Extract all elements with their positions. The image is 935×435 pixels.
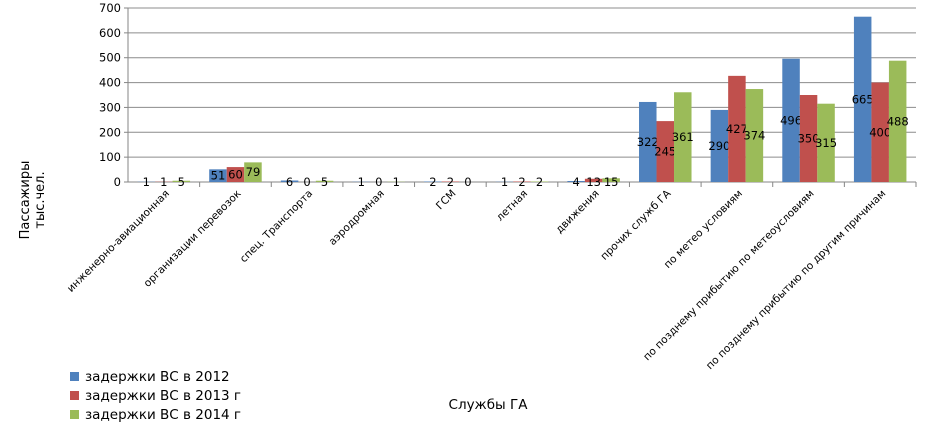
data-label: 427 — [726, 122, 748, 136]
legend: задержки ВС в 2012 задержки ВС в 2013 г … — [70, 367, 241, 424]
x-tick-label: прочих служб ГА — [598, 187, 674, 263]
x-tick-label: летная — [494, 188, 530, 224]
data-label: 1 — [143, 175, 150, 189]
y-tick-label: 0 — [114, 175, 121, 189]
bar — [871, 82, 889, 182]
bar — [209, 169, 227, 182]
y-axis-title: Пассажиры тыс.чел. — [18, 160, 48, 240]
legend-item-2012: задержки ВС в 2012 — [70, 367, 241, 386]
data-label: 51 — [211, 169, 226, 183]
bar — [888, 60, 907, 182]
y-tick-label: 700 — [99, 1, 121, 15]
x-tick-label: по позднему прибытию по метеоусловиям — [641, 188, 816, 363]
legend-item-2014: задержки ВС в 2014 г — [70, 405, 241, 424]
bar — [639, 101, 657, 182]
bar — [817, 103, 835, 182]
data-label: 5 — [321, 175, 328, 189]
data-label: 1 — [501, 175, 508, 189]
data-label: 6 — [286, 175, 293, 189]
data-label: 322 — [637, 135, 659, 149]
y-tick-label: 100 — [99, 150, 121, 164]
x-axis-title: Службы ГА — [448, 397, 528, 413]
data-label: 1 — [393, 175, 400, 189]
data-label: 665 — [852, 92, 874, 106]
bar — [315, 180, 334, 182]
y-tick-label: 400 — [99, 76, 121, 90]
data-label: 13 — [586, 175, 601, 189]
data-label: 0 — [464, 175, 471, 189]
data-label: 245 — [654, 145, 676, 159]
x-tick-label: движения — [554, 188, 602, 236]
bar — [710, 109, 729, 182]
bar — [602, 178, 620, 182]
data-label: 2 — [447, 175, 454, 189]
data-label: 361 — [672, 130, 694, 144]
data-label: 15 — [604, 175, 619, 189]
bar — [280, 180, 299, 182]
x-tick-label: спец. Транспорта — [238, 188, 315, 265]
data-label: 0 — [303, 175, 310, 189]
y-tick-label: 200 — [99, 125, 121, 139]
legend-swatch — [70, 410, 79, 419]
x-tick-label: аэродромная — [327, 188, 387, 248]
data-label: 2 — [518, 175, 525, 189]
legend-label: задержки ВС в 2012 — [85, 368, 230, 385]
bar — [799, 95, 818, 182]
bar — [172, 180, 191, 182]
data-label: 4 — [572, 175, 579, 189]
data-label: 400 — [869, 125, 891, 139]
bar — [656, 121, 675, 182]
legend-swatch — [70, 372, 79, 381]
data-label: 5 — [178, 175, 185, 189]
bar — [674, 92, 692, 182]
data-label: 350 — [798, 132, 820, 146]
x-tick-label: ГСМ — [434, 188, 459, 213]
legend-item-2013: задержки ВС в 2013 г — [70, 386, 241, 405]
legend-swatch — [70, 391, 79, 400]
data-label: 60 — [228, 168, 243, 182]
y-tick-label: 600 — [99, 26, 121, 40]
data-label: 496 — [780, 113, 802, 127]
legend-label: задержки ВС в 2014 г — [85, 406, 242, 423]
data-label: 1 — [358, 175, 365, 189]
data-label: 79 — [246, 165, 261, 179]
y-tick-label: 500 — [99, 51, 121, 65]
data-label: 488 — [887, 114, 909, 128]
bar — [567, 181, 585, 182]
data-label: 374 — [743, 129, 765, 143]
data-label: 0 — [375, 175, 382, 189]
bar — [853, 16, 872, 183]
data-label: 1 — [160, 175, 167, 189]
bar — [782, 58, 800, 182]
bar — [244, 162, 262, 182]
legend-label: задержки ВС в 2013 г — [85, 387, 242, 404]
data-label: 2 — [536, 175, 543, 189]
x-tick-label: по метео условиям — [662, 188, 745, 271]
bar — [745, 89, 764, 182]
y-tick-label: 300 — [99, 100, 121, 114]
bar — [584, 178, 603, 182]
data-label: 2 — [429, 175, 436, 189]
bar — [226, 167, 245, 182]
data-label: 290 — [708, 139, 730, 153]
bar — [728, 75, 746, 182]
data-label: 315 — [815, 136, 837, 150]
